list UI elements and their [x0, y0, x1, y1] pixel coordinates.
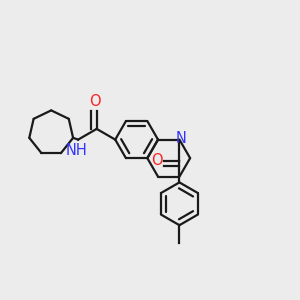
- Text: N: N: [175, 130, 186, 146]
- Text: O: O: [151, 153, 163, 168]
- Text: O: O: [89, 94, 101, 109]
- Text: NH: NH: [66, 143, 88, 158]
